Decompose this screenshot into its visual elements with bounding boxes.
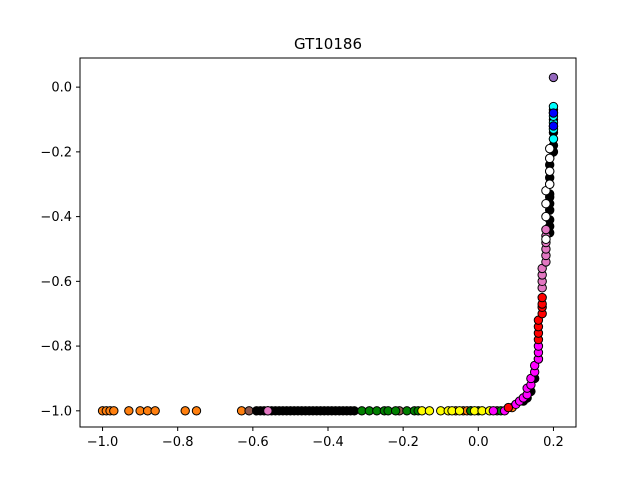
x-tick-label: 0.0 (468, 435, 489, 450)
data-point (541, 234, 551, 244)
data-point (548, 134, 559, 144)
data-point (541, 211, 551, 222)
y-tick-label: 0.0 (51, 81, 72, 96)
x-tick-label: 0.2 (543, 435, 564, 450)
data-point (390, 406, 401, 416)
data-point (548, 108, 559, 118)
data-point (124, 406, 134, 416)
points-layer (97, 72, 559, 416)
x-tick-label: −1.0 (87, 435, 119, 450)
data-point (545, 153, 555, 164)
data-point (424, 406, 435, 416)
y-tick-label: −0.2 (40, 145, 72, 160)
data-point (191, 406, 202, 416)
x-tick-label: −0.4 (312, 435, 344, 450)
y-tick-label: −0.4 (40, 210, 72, 225)
y-axis: 0.0 −0.2 −0.4 −0.6 −0.8 −1.0 (40, 81, 80, 419)
data-point (150, 406, 160, 416)
data-point (109, 406, 119, 416)
data-point (454, 406, 465, 416)
y-tick-label: −1.0 (40, 404, 72, 419)
data-point (548, 72, 559, 83)
data-point (541, 198, 551, 209)
chart-title: GT10186 (294, 35, 362, 53)
x-axis: −1.0 −0.8 −0.6 −0.4 −0.2 0.0 0.2 (87, 427, 564, 450)
data-point (503, 402, 514, 413)
y-tick-label: −0.8 (40, 340, 72, 355)
x-tick-label: −0.6 (237, 435, 269, 450)
x-tick-label: −0.2 (387, 435, 419, 450)
y-tick-label: −0.6 (40, 275, 72, 290)
data-point (537, 292, 547, 303)
data-point (545, 143, 555, 154)
data-point (488, 406, 499, 416)
data-point (545, 179, 555, 189)
data-point (263, 406, 273, 416)
data-point (541, 224, 551, 235)
data-point (548, 121, 559, 131)
data-point (180, 406, 190, 416)
x-tick-label: −0.8 (162, 435, 194, 450)
data-point (545, 166, 555, 176)
